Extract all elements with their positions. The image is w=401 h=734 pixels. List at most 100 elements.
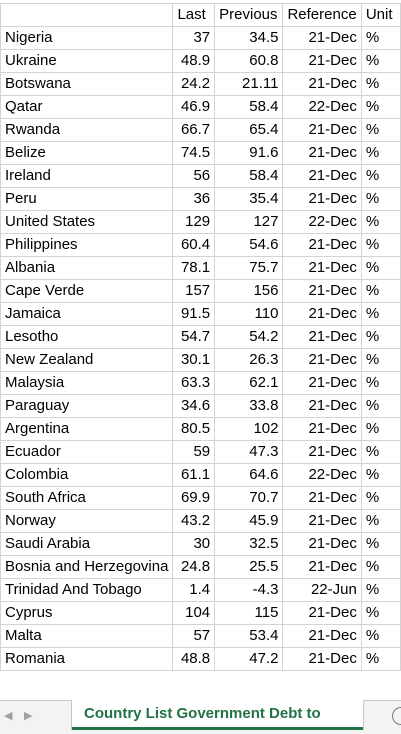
- cell-last[interactable]: 46.9: [172, 95, 216, 119]
- cell-country[interactable]: South Africa: [0, 486, 174, 510]
- cell-previous[interactable]: 156: [214, 279, 284, 303]
- cell-previous[interactable]: 54.6: [214, 233, 284, 257]
- cell-previous[interactable]: 65.4: [214, 118, 284, 142]
- cell-previous[interactable]: 75.7: [214, 256, 284, 280]
- cell-unit[interactable]: %: [360, 95, 401, 119]
- cell-reference[interactable]: 21-Dec: [282, 348, 362, 372]
- cell-previous[interactable]: -4.3: [214, 578, 284, 602]
- cell-unit[interactable]: %: [360, 601, 401, 625]
- cell-country[interactable]: Cape Verde: [0, 279, 174, 303]
- cell-unit[interactable]: %: [360, 463, 401, 487]
- cell-reference[interactable]: 21-Dec: [282, 647, 362, 671]
- cell-unit[interactable]: %: [360, 26, 401, 50]
- cell-previous[interactable]: 115: [214, 601, 284, 625]
- cell-unit[interactable]: %: [360, 394, 401, 418]
- cell-last[interactable]: 91.5: [172, 302, 216, 326]
- cell-reference[interactable]: 21-Dec: [282, 187, 362, 211]
- cell-last[interactable]: 74.5: [172, 141, 216, 165]
- cell-last[interactable]: 56: [172, 164, 216, 188]
- cell-unit[interactable]: %: [360, 279, 401, 303]
- cell-country[interactable]: Paraguay: [0, 394, 174, 418]
- cell-unit[interactable]: %: [360, 440, 401, 464]
- header-cell-country[interactable]: [0, 3, 174, 27]
- cell-reference[interactable]: 21-Dec: [282, 509, 362, 533]
- cell-country[interactable]: Botswana: [0, 72, 174, 96]
- cell-previous[interactable]: 47.3: [214, 440, 284, 464]
- cell-last[interactable]: 57: [172, 624, 216, 648]
- cell-last[interactable]: 34.6: [172, 394, 216, 418]
- cell-last[interactable]: 48.9: [172, 49, 216, 73]
- cell-country[interactable]: Cyprus: [0, 601, 174, 625]
- cell-last[interactable]: 60.4: [172, 233, 216, 257]
- cell-reference[interactable]: 21-Dec: [282, 302, 362, 326]
- cell-previous[interactable]: 58.4: [214, 164, 284, 188]
- cell-reference[interactable]: 21-Dec: [282, 72, 362, 96]
- cell-unit[interactable]: %: [360, 624, 401, 648]
- cell-last[interactable]: 157: [172, 279, 216, 303]
- cell-reference[interactable]: 22-Dec: [282, 463, 362, 487]
- cell-previous[interactable]: 26.3: [214, 348, 284, 372]
- cell-country[interactable]: Saudi Arabia: [0, 532, 174, 556]
- cell-reference[interactable]: 21-Dec: [282, 601, 362, 625]
- cell-previous[interactable]: 70.7: [214, 486, 284, 510]
- cell-country[interactable]: Malaysia: [0, 371, 174, 395]
- cell-country[interactable]: Malta: [0, 624, 174, 648]
- cell-reference[interactable]: 21-Dec: [282, 555, 362, 579]
- cell-previous[interactable]: 64.6: [214, 463, 284, 487]
- cell-unit[interactable]: %: [360, 371, 401, 395]
- cell-unit[interactable]: %: [360, 49, 401, 73]
- cell-country[interactable]: Rwanda: [0, 118, 174, 142]
- cell-country[interactable]: Lesotho: [0, 325, 174, 349]
- cell-last[interactable]: 129: [172, 210, 216, 234]
- cell-last[interactable]: 66.7: [172, 118, 216, 142]
- cell-last[interactable]: 30.1: [172, 348, 216, 372]
- cell-unit[interactable]: %: [360, 486, 401, 510]
- cell-last[interactable]: 43.2: [172, 509, 216, 533]
- cell-reference[interactable]: 21-Dec: [282, 49, 362, 73]
- cell-reference[interactable]: 21-Dec: [282, 118, 362, 142]
- cell-country[interactable]: Jamaica: [0, 302, 174, 326]
- cell-last[interactable]: 24.8: [172, 555, 216, 579]
- cell-unit[interactable]: %: [360, 210, 401, 234]
- cell-previous[interactable]: 34.5: [214, 26, 284, 50]
- cell-previous[interactable]: 127: [214, 210, 284, 234]
- cell-previous[interactable]: 102: [214, 417, 284, 441]
- cell-last[interactable]: 61.1: [172, 463, 216, 487]
- cell-last[interactable]: 36: [172, 187, 216, 211]
- cell-last[interactable]: 63.3: [172, 371, 216, 395]
- cell-reference[interactable]: 21-Dec: [282, 325, 362, 349]
- cell-unit[interactable]: %: [360, 187, 401, 211]
- cell-unit[interactable]: %: [360, 325, 401, 349]
- cell-reference[interactable]: 21-Dec: [282, 624, 362, 648]
- cell-previous[interactable]: 25.5: [214, 555, 284, 579]
- cell-last[interactable]: 80.5: [172, 417, 216, 441]
- cell-reference[interactable]: 21-Dec: [282, 279, 362, 303]
- cell-reference[interactable]: 21-Dec: [282, 371, 362, 395]
- cell-country[interactable]: Trinidad And Tobago: [0, 578, 174, 602]
- cell-country[interactable]: Argentina: [0, 417, 174, 441]
- cell-unit[interactable]: %: [360, 256, 401, 280]
- cell-previous[interactable]: 35.4: [214, 187, 284, 211]
- cell-country[interactable]: Ukraine: [0, 49, 174, 73]
- cell-country[interactable]: Ireland: [0, 164, 174, 188]
- cell-unit[interactable]: %: [360, 118, 401, 142]
- cell-previous[interactable]: 58.4: [214, 95, 284, 119]
- cell-reference[interactable]: 21-Dec: [282, 164, 362, 188]
- cell-previous[interactable]: 62.1: [214, 371, 284, 395]
- cell-last[interactable]: 48.8: [172, 647, 216, 671]
- cell-previous[interactable]: 47.2: [214, 647, 284, 671]
- header-cell-previous[interactable]: Previous: [214, 3, 284, 27]
- cell-last[interactable]: 104: [172, 601, 216, 625]
- cell-reference[interactable]: 21-Dec: [282, 233, 362, 257]
- cell-previous[interactable]: 53.4: [214, 624, 284, 648]
- cell-reference[interactable]: 21-Dec: [282, 141, 362, 165]
- cell-unit[interactable]: %: [360, 233, 401, 257]
- sheet-tab-active[interactable]: Country List Government Debt to: [72, 700, 363, 730]
- chevron-left-icon[interactable]: ◀: [4, 710, 13, 722]
- cell-country[interactable]: Romania: [0, 647, 174, 671]
- cell-reference[interactable]: 21-Dec: [282, 417, 362, 441]
- cell-previous[interactable]: 32.5: [214, 532, 284, 556]
- cell-unit[interactable]: %: [360, 72, 401, 96]
- cell-country[interactable]: Albania: [0, 256, 174, 280]
- cell-last[interactable]: 59: [172, 440, 216, 464]
